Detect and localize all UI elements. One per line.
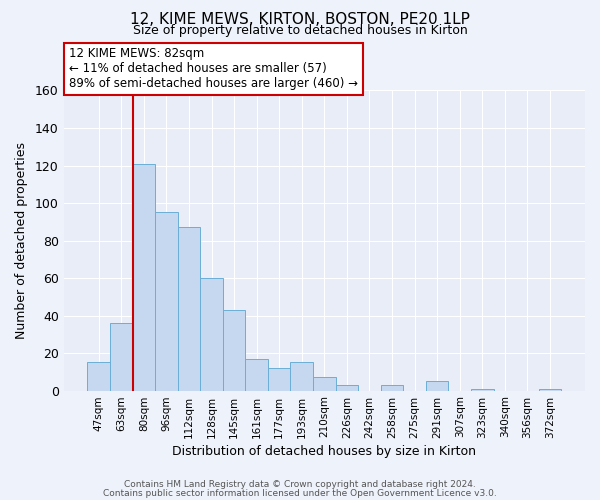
Bar [471, 388, 494, 390]
Bar [290, 362, 313, 390]
Bar [313, 378, 335, 390]
Bar [268, 368, 290, 390]
Bar [133, 164, 155, 390]
Bar [426, 381, 448, 390]
Bar [155, 212, 178, 390]
Text: 12 KIME MEWS: 82sqm
← 11% of detached houses are smaller (57)
89% of semi-detach: 12 KIME MEWS: 82sqm ← 11% of detached ho… [69, 48, 358, 90]
X-axis label: Distribution of detached houses by size in Kirton: Distribution of detached houses by size … [172, 444, 476, 458]
Bar [245, 358, 268, 390]
Bar [178, 228, 200, 390]
Text: 12, KIME MEWS, KIRTON, BOSTON, PE20 1LP: 12, KIME MEWS, KIRTON, BOSTON, PE20 1LP [130, 12, 470, 28]
Bar [110, 323, 133, 390]
Bar [200, 278, 223, 390]
Bar [381, 385, 403, 390]
Bar [539, 388, 562, 390]
Y-axis label: Number of detached properties: Number of detached properties [15, 142, 28, 339]
Bar [335, 385, 358, 390]
Text: Contains public sector information licensed under the Open Government Licence v3: Contains public sector information licen… [103, 488, 497, 498]
Bar [223, 310, 245, 390]
Text: Size of property relative to detached houses in Kirton: Size of property relative to detached ho… [133, 24, 467, 37]
Bar [88, 362, 110, 390]
Text: Contains HM Land Registry data © Crown copyright and database right 2024.: Contains HM Land Registry data © Crown c… [124, 480, 476, 489]
